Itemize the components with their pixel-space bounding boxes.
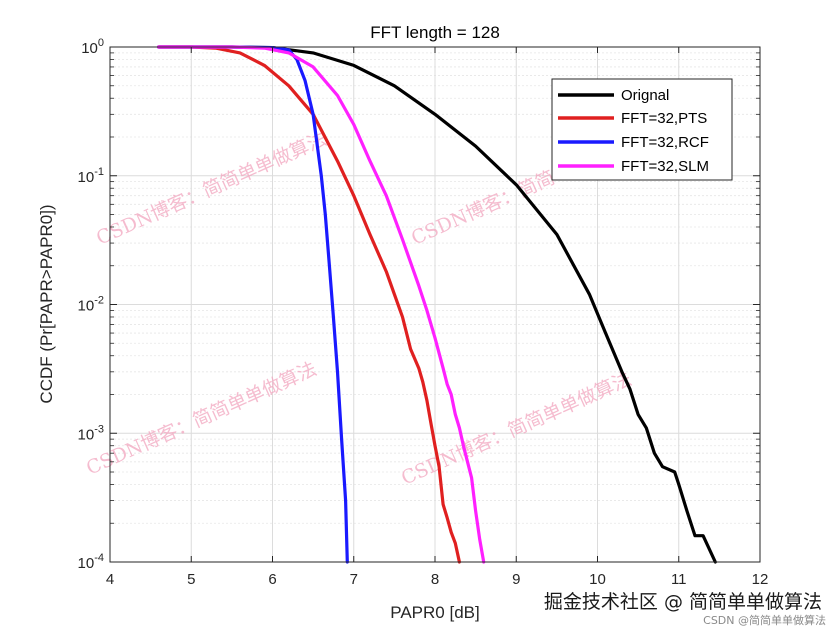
x-tick-labels: 4 5 6 7 8 9 10 11 12 [106, 571, 769, 588]
series-line-rcf [157, 45, 349, 564]
x-tick-label: 12 [752, 571, 769, 588]
source-watermark: 掘金技术社区 @ 简简单单做算法 [544, 591, 822, 613]
y-tick-label: 100 [81, 37, 104, 57]
chart-title: FFT length = 128 [370, 23, 500, 42]
x-tick-label: 4 [106, 571, 114, 588]
x-tick-label: 7 [350, 571, 358, 588]
x-tick-label: 8 [431, 571, 439, 588]
csdn-credit: CSDN @简简单单做算法 [703, 613, 826, 627]
y-tick-label: 10-3 [78, 423, 104, 443]
y-axis-label: CCDF (Pr[PAPR>PAPR0]) [37, 204, 56, 403]
series-line-pts [157, 45, 461, 564]
x-axis-label: PAPR0 [dB] [390, 603, 479, 622]
y-tick-labels: 100 10-1 10-2 10-3 10-4 [78, 37, 104, 572]
y-tick-label: 10-1 [78, 166, 104, 186]
legend-label-rcf: FFT=32,RCF [621, 134, 709, 151]
x-tick-label: 9 [512, 571, 520, 588]
legend-label-orignal: Orignal [621, 87, 669, 104]
series-line-orignal [157, 45, 717, 564]
legend: Orignal FFT=32,PTS FFT=32,RCF FFT=32,SLM [551, 78, 733, 181]
axis-ticks [109, 46, 761, 563]
legend-label-pts: FFT=32,PTS [621, 110, 707, 127]
x-tick-label: 10 [589, 571, 606, 588]
series-line-slm [157, 45, 486, 564]
x-tick-label: 6 [268, 571, 276, 588]
x-tick-label: 11 [671, 571, 687, 588]
series-layer [157, 45, 717, 564]
y-tick-label: 10-2 [78, 295, 104, 315]
y-tick-label: 10-4 [78, 552, 104, 572]
legend-label-slm: FFT=32,SLM [621, 158, 709, 175]
x-tick-label: 5 [187, 571, 195, 588]
